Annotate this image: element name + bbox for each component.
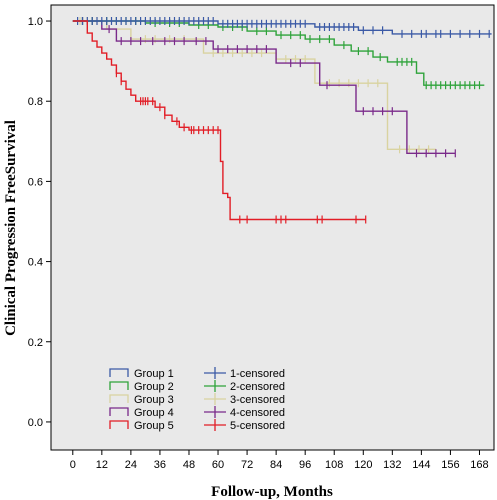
x-tick-label: 132: [383, 459, 401, 471]
legend-line-key-1: [109, 368, 129, 377]
x-tick-label: 156: [441, 459, 459, 471]
series-group-1: [72, 17, 492, 38]
series-group-5: [72, 20, 367, 224]
x-tick-label: 168: [470, 459, 488, 471]
legend-censor-label: 1-censored: [230, 368, 285, 380]
legend-line-key-2: [109, 381, 129, 390]
x-tick-label: 84: [270, 459, 282, 471]
legend-line-label: Group 3: [134, 394, 174, 406]
x-tick-label: 120: [354, 459, 372, 471]
x-axis: 0 12 24 36 48 60 72 84 96 108 120 132 144 156 168: [70, 450, 489, 471]
y-tick-label: 0.0: [28, 417, 43, 429]
x-axis-title: Follow-up, Months: [211, 484, 333, 500]
y-axis-title: Clinical Progression FreeSurvival: [3, 120, 19, 336]
plot-area: [50, 4, 495, 451]
x-tick-label: 48: [183, 459, 195, 471]
legend-line-label: Group 1: [134, 368, 174, 380]
x-tick-label: 0: [70, 459, 76, 471]
legend-censor-label: 4-censored: [230, 407, 285, 419]
x-tick-label: 60: [212, 459, 224, 471]
legend-censor-label: 5-censored: [230, 420, 285, 432]
y-tick-label: 0.6: [28, 176, 43, 188]
x-tick-label: 144: [412, 459, 430, 471]
legend-censor-key-4: [204, 406, 226, 418]
legend-line-label: Group 2: [134, 381, 174, 393]
y-tick-label: 0.4: [28, 257, 43, 269]
x-tick-label: 36: [154, 459, 166, 471]
legend-censor-label: 3-censored: [230, 394, 285, 406]
y-tick-label: 0.8: [28, 96, 43, 108]
legend-censor-key-1: [204, 367, 226, 379]
x-tick-label: 108: [325, 459, 343, 471]
y-axis: 0.0 0.2 0.4 0.6 0.8 1.0: [28, 16, 51, 429]
legend-censor-key-2: [204, 380, 226, 392]
legend-censor-key-3: [204, 393, 226, 405]
legend-censor-key-5: [204, 419, 226, 431]
y-tick-label: 1.0: [28, 16, 43, 28]
legend-line-key-4: [109, 407, 129, 416]
x-tick-label: 24: [125, 459, 137, 471]
y-tick-label: 0.2: [28, 337, 43, 349]
legend-line-key-3: [109, 394, 129, 403]
x-tick-label: 96: [299, 459, 311, 471]
x-tick-label: 72: [241, 459, 253, 471]
legend: Group 1 1-censored Group 2 2-censored Group …: [109, 367, 285, 432]
x-tick-label: 12: [96, 459, 108, 471]
survival-curve-group-1: [72, 20, 492, 35]
legend-line-label: Group 5: [134, 420, 174, 432]
legend-censor-label: 2-censored: [230, 381, 285, 393]
series-layer: [72, 17, 492, 224]
legend-line-label: Group 4: [134, 407, 174, 419]
survival-curve-group-5: [72, 20, 366, 221]
legend-line-key-5: [109, 420, 129, 429]
